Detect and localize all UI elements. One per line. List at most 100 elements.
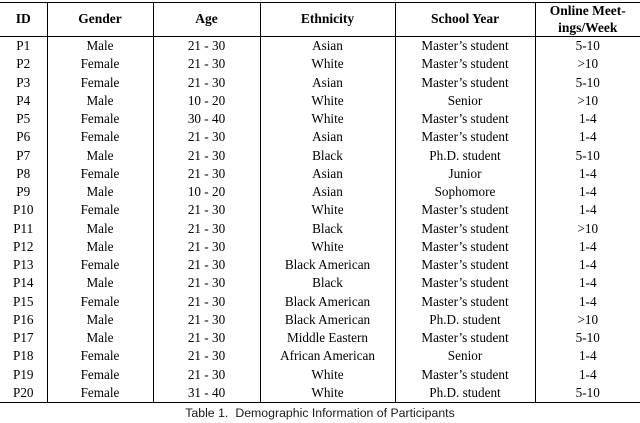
cell-ethnicity: White [259,383,395,403]
column-header-ethnicity: Ethnicity [259,2,395,37]
cell-age: 21 - 30 [152,310,260,329]
cell-online-meetings-per-week: >10 [534,55,640,74]
cell-ethnicity: White [259,201,395,220]
cell-school-year: Master’s student [394,365,535,384]
cell-school-year: Master’s student [394,73,535,92]
cell-online-meetings-per-week: 1-4 [534,201,640,220]
cell-gender: Female [46,365,153,384]
cell-ethnicity: White [259,91,395,110]
table-row: P18 Female 21 - 30 African American Senior 1-… [0,347,640,366]
cell-age: 21 - 30 [152,128,260,147]
cell-online-meetings-per-week: 1-4 [534,292,640,311]
column-header-age: Age [152,2,260,37]
cell-gender: Male [46,146,153,165]
cell-id: P7 [16,147,31,163]
table-row: P16 Male 21 - 30 Black American Ph.D. studen… [0,310,640,329]
table-row: P13 Female 21 - 30 Black American Master’s s… [0,256,640,275]
cell-id: P14 [12,275,34,291]
cell-gender: Male [46,91,153,110]
column-header-gender: Gender [46,2,153,37]
cell-age: 21 - 30 [152,329,260,348]
table-row: P19 Female 21 - 30 White Master’s student 1-4 [0,365,640,384]
table-row: P10 Female 21 - 30 White Master’s student 1-4 [0,201,640,220]
cell-ethnicity: White [259,55,395,74]
cell-id: P1 [16,38,31,53]
cell-age: 31 - 40 [152,383,260,403]
cell-gender: Female [46,201,153,220]
cell-online-meetings-per-week: 5-10 [534,329,640,348]
cell-school-year: Master’s student [394,274,535,293]
table-row: P7 Male 21 - 30 Black Ph.D. student 5-10 [0,146,640,165]
cell-age: 21 - 30 [152,237,260,256]
cell-ethnicity: White [259,237,395,256]
cell-ethnicity: Black [259,219,395,238]
table-header: ID Gender Age Ethnicity School Year Online Me… [0,2,640,37]
cell-online-meetings-per-week: 1-4 [534,164,640,183]
cell-id: P8 [16,165,31,181]
table-row: P11 Male 21 - 30 Black Master’s student >10 [0,219,640,238]
cell-online-meetings-per-week: 1-4 [534,183,640,202]
cell-gender: Male [46,329,153,348]
cell-age: 21 - 30 [152,365,260,384]
table-row: P1 Male 21 - 30 Asian Master’s student 5-10 [0,36,640,56]
cell-ethnicity: White [259,110,395,129]
cell-id: P16 [12,311,34,327]
table-row: P17 Male 21 - 30 Middle Eastern Master’s stu… [0,329,640,348]
cell-id: P20 [12,384,34,400]
cell-online-meetings-per-week: 5-10 [534,73,640,92]
cell-age: 30 - 40 [152,110,260,129]
cell-id: P6 [16,129,31,145]
cell-online-meetings-per-week: 1-4 [534,365,640,384]
cell-id: P18 [12,348,34,364]
cell-id: P10 [12,202,34,218]
cell-id: P13 [12,257,34,272]
table-row: P15 Female 21 - 30 Black American Master’s s… [0,292,640,311]
cell-online-meetings-per-week: >10 [534,219,640,238]
cell-school-year: Master’s student [394,292,535,311]
cell-ethnicity: Asian [259,73,395,92]
cell-school-year: Sophomore [394,183,535,202]
table-row: P12 Male 21 - 30 White Master’s student 1-4 [0,237,640,256]
cell-gender: Male [46,183,153,202]
cell-ethnicity: Asian [259,36,395,56]
cell-age: 21 - 30 [152,36,260,56]
cell-age: 21 - 30 [152,73,260,92]
cell-ethnicity: Asian [259,164,395,183]
cell-id: P4 [16,92,31,108]
table-row: P4 Male 10 - 20 White Senior >10 [0,91,640,110]
cell-id: P19 [12,366,34,382]
cell-online-meetings-per-week: 5-10 [534,146,640,165]
demographics-table: ID Gender Age Ethnicity School Year Online Me… [0,2,640,403]
cell-gender: Female [46,292,153,311]
cell-online-meetings-per-week: 1-4 [534,128,640,147]
cell-school-year: Master’s student [394,219,535,238]
cell-gender: Female [46,383,153,403]
table-row: P2 Female 21 - 30 White Master’s student >10 [0,55,640,74]
cell-online-meetings-per-week: 5-10 [534,383,640,403]
cell-age: 21 - 30 [152,256,260,275]
cell-age: 21 - 30 [152,146,260,165]
cell-gender: Male [46,237,153,256]
cell-online-meetings-per-week: >10 [534,91,640,110]
column-header-school-year: School Year [394,2,535,37]
cell-ethnicity: Black American [259,310,395,329]
table-row: P5 Female 30 - 40 White Master’s student 1-4 [0,110,640,129]
cell-id: P15 [12,293,34,309]
cell-ethnicity: Asian [259,183,395,202]
cell-online-meetings-per-week: 1-4 [534,237,640,256]
cell-online-meetings-per-week: 1-4 [534,347,640,366]
cell-age: 21 - 30 [152,292,260,311]
cell-id: P2 [16,56,31,72]
cell-online-meetings-per-week: 5-10 [534,36,640,56]
cell-id: P9 [16,184,31,199]
cell-school-year: Master’s student [394,201,535,220]
table-row: P8 Female 21 - 30 Asian Junior 1-4 [0,164,640,183]
cell-school-year: Senior [394,347,535,366]
cell-school-year: Senior [394,91,535,110]
cell-id: P12 [12,238,34,254]
table-caption-label: Table 1. [185,406,229,420]
cell-online-meetings-per-week: 1-4 [534,256,640,275]
cell-school-year: Ph.D. student [394,383,535,403]
cell-school-year: Ph.D. student [394,310,535,329]
